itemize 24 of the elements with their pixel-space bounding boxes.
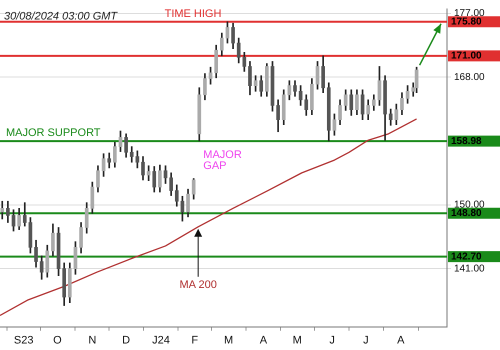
annotation: 30/08/2024 03:00 GMT [4,10,118,23]
x-tick-label: J24 [152,334,170,346]
x-tick-label: M [292,334,302,346]
annotation: MAJOR GAP [203,148,242,172]
y-tick-label: 168.00 [454,72,486,83]
ref-line-label: 142.70 [451,251,482,262]
x-tick-label: J [329,334,335,346]
annotation: MAJOR SUPPORT [6,127,101,140]
text: MA 200 [180,278,217,291]
x-tick-label: M [224,334,234,346]
x-tick-label: N [88,334,96,346]
y-tick-label: 141.00 [454,263,486,274]
x-tick-label: O [53,334,62,346]
ref-line-label: 158.98 [451,136,482,147]
x-tick-label: D [122,334,130,346]
x-tick-label: A [397,334,406,346]
ref-line-label: 171.00 [451,50,482,62]
x-tick-label: A [260,334,268,346]
ref-line-label: 175.80 [451,16,482,28]
ref-line-label: 148.80 [451,208,482,220]
x-tick-label: F [191,334,198,346]
x-tick-label: S23 [14,334,34,346]
x-tick-label: J [363,334,369,346]
annotation: TIME HIGH [164,8,222,20]
